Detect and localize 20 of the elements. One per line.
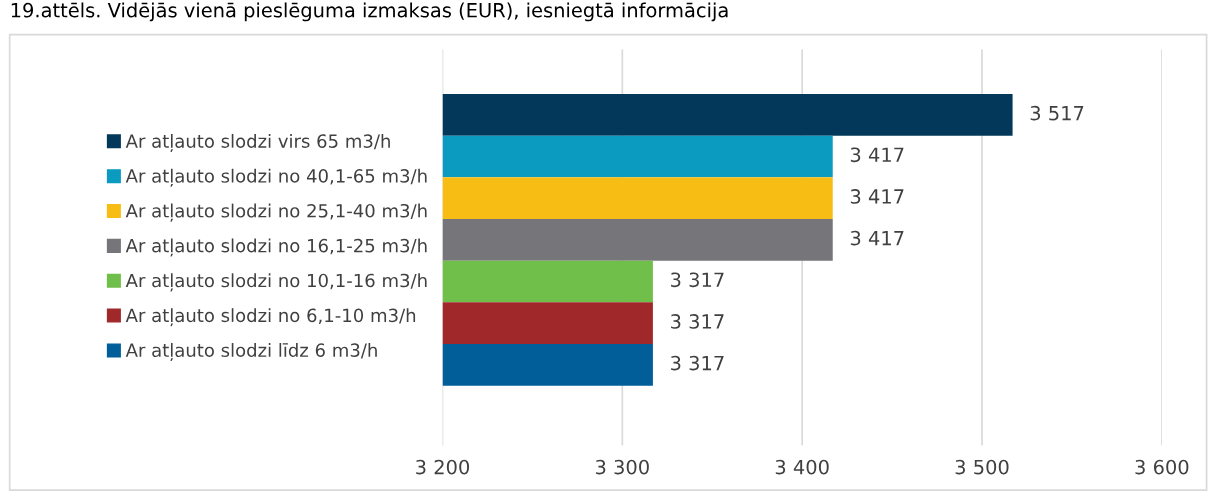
legend-label: Ar atļauto slodzi no 25,1-40 m3/h bbox=[125, 203, 427, 222]
data-label: 3 317 bbox=[671, 272, 724, 288]
data-label: 3 417 bbox=[850, 189, 904, 204]
legend-label: Ar atļauto slodzi virs 65 m3/h bbox=[125, 133, 390, 152]
legend-label: Ar atļauto slodzi no 10,1-16 m3/h bbox=[125, 273, 427, 292]
data-label: 3 317 bbox=[671, 314, 724, 329]
x-tick-label: 3 300 bbox=[595, 459, 649, 475]
legend-label: Ar atļauto slodzi no 40,1-65 m3/h bbox=[125, 168, 427, 187]
x-tick-label: 3 600 bbox=[1135, 459, 1189, 475]
legend-label: Ar atļauto slodzi līdz 6 m3/h bbox=[125, 343, 377, 362]
data-label: 3 317 bbox=[671, 355, 724, 371]
x-tick-label: 3 400 bbox=[775, 459, 829, 475]
legend-label: Ar atļauto slodzi no 6,1-10 m3/h bbox=[125, 308, 416, 327]
data-label: 3 517 bbox=[1030, 105, 1084, 121]
data-label: 3 417 bbox=[850, 230, 904, 246]
legend-label: Ar atļauto slodzi no 16,1-25 m3/h bbox=[125, 238, 427, 257]
x-tick-label: 3 200 bbox=[416, 459, 470, 475]
data-label: 3 417 bbox=[850, 147, 904, 163]
chart-title: 19.attēls. Vidējās vienā pieslēguma izmaksas (EUR), iesniegtā informācija bbox=[11, 2, 728, 22]
x-tick-label: 3 500 bbox=[955, 459, 1009, 475]
